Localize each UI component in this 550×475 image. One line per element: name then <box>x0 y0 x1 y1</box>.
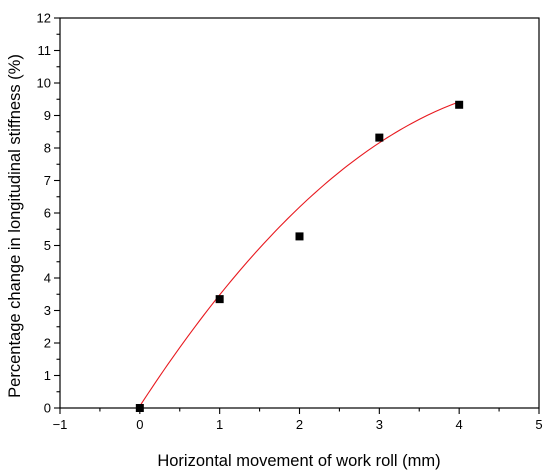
y-tick-label: 12 <box>37 11 51 26</box>
data-point <box>375 133 384 142</box>
x-tick-label: 1 <box>216 417 223 432</box>
y-tick-label: 9 <box>44 108 51 123</box>
x-tick-label: 5 <box>535 417 542 432</box>
y-axis-label: Percentage change in longitudinal stiffn… <box>6 54 24 398</box>
y-tick-label: 7 <box>44 173 51 188</box>
data-point <box>135 404 144 412</box>
y-tick-label: 0 <box>44 401 51 416</box>
x-tick-label: 0 <box>136 417 143 432</box>
data-points <box>135 100 464 412</box>
x-tick-label: 4 <box>456 417 463 432</box>
plot-frame <box>59 17 540 409</box>
y-tick-label: 6 <box>44 206 51 221</box>
y-tick-label: 2 <box>44 336 51 351</box>
y-tick-label: 10 <box>37 76 51 91</box>
y-tick-label: 8 <box>44 141 51 156</box>
x-axis-label: Horizontal movement of work roll (mm) <box>157 452 440 470</box>
x-tick-label: 3 <box>376 417 383 432</box>
x-tick-label: −1 <box>53 417 68 432</box>
fit-curve-group <box>139 101 460 407</box>
fit-curve <box>139 101 460 407</box>
y-tick-label: 11 <box>38 43 52 58</box>
x-tick-label: 2 <box>296 417 303 432</box>
data-point <box>215 295 224 304</box>
y-tick-label: 4 <box>44 271 51 286</box>
data-point <box>295 232 304 241</box>
x-axis-ticks: −1 0 1 2 3 4 5 <box>53 408 543 432</box>
y-tick-label: 1 <box>44 368 51 383</box>
y-tick-label: 5 <box>44 238 51 253</box>
y-tick-label: 3 <box>44 303 51 318</box>
data-point <box>455 100 464 109</box>
